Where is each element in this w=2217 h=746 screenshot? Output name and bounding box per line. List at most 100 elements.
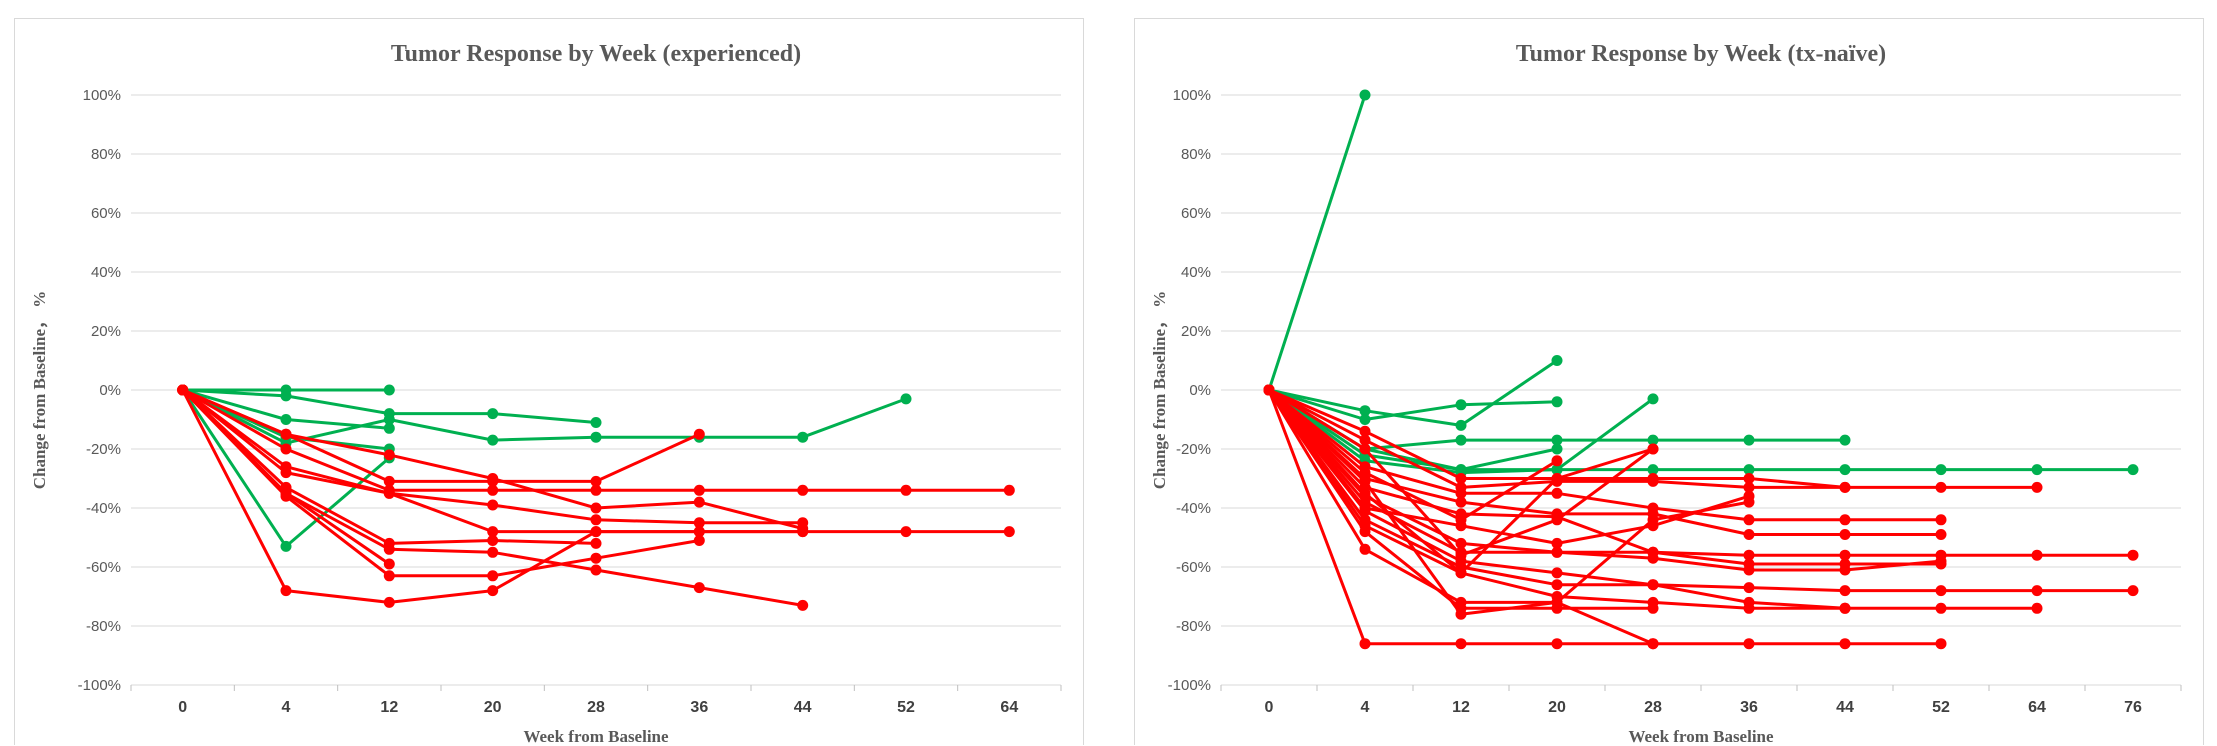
chart-panel-tx-naive: Tumor Response by Week (tx-naïve) 100% 80%…	[1134, 18, 2204, 745]
x-tick-label: 64	[2028, 699, 2046, 716]
data-point	[1004, 526, 1015, 537]
data-point	[1456, 638, 1467, 649]
data-point	[591, 432, 602, 443]
x-tick-label: 0	[1265, 699, 1274, 716]
y-axis-title: Change from Baseline， %	[1150, 291, 1169, 490]
data-point	[487, 547, 498, 558]
data-point	[1552, 597, 1563, 608]
data-point	[901, 526, 912, 537]
chart-title: Tumor Response by Week (tx-naïve)	[1516, 41, 1886, 67]
data-point	[694, 497, 705, 508]
data-point	[281, 414, 292, 425]
data-point	[694, 485, 705, 496]
data-point	[1552, 488, 1563, 499]
data-point	[1360, 638, 1371, 649]
data-point	[384, 597, 395, 608]
x-tick-label: 28	[1644, 699, 1662, 716]
series-line	[1269, 95, 1365, 390]
data-point	[1648, 476, 1659, 487]
data-point	[2128, 585, 2139, 596]
data-point	[1840, 603, 1851, 614]
y-tick-label: -20%	[86, 441, 121, 458]
data-point	[1552, 538, 1563, 549]
data-point	[487, 473, 498, 484]
data-point	[1936, 464, 1947, 475]
y-tick-label: 40%	[1181, 264, 1211, 281]
data-point	[1648, 638, 1659, 649]
data-point	[1456, 609, 1467, 620]
data-point	[384, 544, 395, 555]
x-tick-label: 20	[1548, 699, 1566, 716]
data-point	[1552, 444, 1563, 455]
x-tick-label: 44	[794, 699, 812, 716]
data-point	[2128, 550, 2139, 561]
data-point	[1744, 435, 1755, 446]
data-point	[1744, 565, 1755, 576]
data-point	[1552, 567, 1563, 578]
chart-experienced: Tumor Response by Week (experienced) 100%…	[15, 19, 1085, 746]
data-point	[1744, 491, 1755, 502]
data-point	[487, 535, 498, 546]
data-point	[1744, 529, 1755, 540]
data-point	[281, 491, 292, 502]
data-point	[1360, 444, 1371, 455]
data-point	[694, 535, 705, 546]
data-point	[1936, 529, 1947, 540]
x-tick-label: 20	[484, 699, 502, 716]
data-point	[797, 600, 808, 611]
y-tick-label: 60%	[91, 205, 121, 222]
data-point	[797, 523, 808, 534]
y-tick-label: 60%	[1181, 205, 1211, 222]
data-point	[1360, 467, 1371, 478]
y-tick-label: 80%	[1181, 146, 1211, 163]
y-tick-label: 80%	[91, 146, 121, 163]
data-point	[1552, 638, 1563, 649]
data-point	[281, 429, 292, 440]
chart-tx-naive: Tumor Response by Week (tx-naïve)100%80%…	[1135, 19, 2205, 746]
data-point	[591, 417, 602, 428]
data-point	[1744, 638, 1755, 649]
data-point	[1840, 464, 1851, 475]
data-point	[2032, 482, 2043, 493]
x-tick-label: 76	[2124, 699, 2142, 716]
data-point	[901, 485, 912, 496]
y-tick-label: -40%	[1176, 500, 1211, 517]
data-point	[281, 444, 292, 455]
data-point	[1648, 603, 1659, 614]
data-point	[1936, 603, 1947, 614]
data-point	[1648, 579, 1659, 590]
y-tick-label: -60%	[86, 559, 121, 576]
data-point	[1840, 585, 1851, 596]
data-point	[1552, 455, 1563, 466]
data-point	[1456, 550, 1467, 561]
y-tick-label: -60%	[1176, 559, 1211, 576]
data-point	[487, 485, 498, 496]
x-tick-label: 64	[1000, 699, 1018, 716]
data-point	[1648, 520, 1659, 531]
data-point	[1840, 529, 1851, 540]
data-point	[1744, 582, 1755, 593]
data-point	[1840, 565, 1851, 576]
x-tick-label: 36	[690, 699, 708, 716]
data-point	[591, 538, 602, 549]
data-point	[591, 565, 602, 576]
data-point	[1004, 485, 1015, 496]
data-point	[1264, 385, 1275, 396]
y-tick-label: 20%	[91, 323, 121, 340]
data-point	[1936, 482, 1947, 493]
data-point	[177, 385, 188, 396]
data-point	[1552, 396, 1563, 407]
data-point	[797, 485, 808, 496]
data-point	[1840, 435, 1851, 446]
x-tick-label: 0	[178, 699, 187, 716]
data-point	[281, 467, 292, 478]
data-point	[281, 585, 292, 596]
x-tick-label: 12	[380, 699, 398, 716]
data-point	[1552, 579, 1563, 590]
data-point	[1936, 556, 1947, 567]
series-patient-r10	[177, 385, 808, 535]
data-point	[1936, 514, 1947, 525]
x-tick-label: 28	[587, 699, 605, 716]
data-point	[487, 408, 498, 419]
chart-panel-experienced: Tumor Response by Week (experienced) 100%…	[14, 18, 1084, 745]
